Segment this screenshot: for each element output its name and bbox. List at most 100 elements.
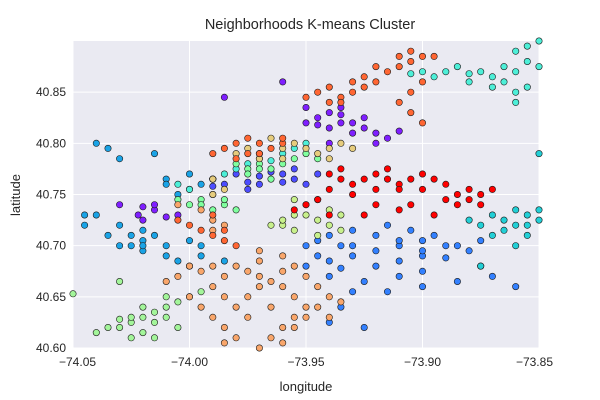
data-point	[430, 231, 438, 239]
y-tick-label: 40.60	[36, 341, 66, 355]
data-point	[523, 221, 531, 229]
data-point	[302, 303, 310, 311]
data-points	[69, 37, 543, 352]
data-point	[267, 175, 275, 183]
data-point	[302, 272, 310, 280]
data-point	[523, 83, 531, 91]
data-point	[325, 257, 333, 265]
data-point	[418, 237, 426, 245]
data-point	[512, 242, 520, 250]
data-point	[523, 57, 531, 65]
data-point	[325, 221, 333, 229]
data-point	[197, 252, 205, 260]
data-point	[255, 139, 263, 147]
data-point	[477, 221, 485, 229]
data-point	[395, 127, 403, 135]
data-point	[325, 185, 333, 193]
data-point	[488, 83, 496, 91]
data-point	[349, 180, 357, 188]
data-point	[488, 73, 496, 81]
data-point	[92, 139, 100, 147]
data-point	[162, 303, 170, 311]
data-point	[255, 165, 263, 173]
data-point	[127, 334, 135, 342]
data-point	[372, 262, 380, 270]
data-point	[290, 165, 298, 173]
data-point	[360, 124, 368, 132]
data-point	[134, 211, 142, 219]
data-point	[302, 104, 310, 112]
data-point	[372, 129, 380, 137]
data-point	[535, 37, 543, 45]
data-point	[465, 216, 473, 224]
data-point	[383, 175, 391, 183]
data-point	[442, 242, 450, 250]
data-point	[395, 272, 403, 280]
data-point	[151, 150, 159, 158]
data-point	[255, 247, 263, 255]
data-point	[197, 226, 205, 234]
data-point	[337, 264, 345, 272]
data-point	[453, 277, 461, 285]
y-tick-label: 40.70	[36, 239, 66, 253]
data-point	[395, 63, 403, 71]
data-point	[407, 175, 415, 183]
data-point	[372, 185, 380, 193]
data-point	[186, 237, 194, 245]
data-point	[349, 191, 357, 199]
data-point	[267, 334, 275, 342]
data-point	[407, 70, 415, 78]
y-tick-label: 40.80	[36, 136, 66, 150]
data-point	[104, 323, 112, 331]
data-point	[232, 303, 240, 311]
data-point	[255, 257, 263, 265]
data-point	[302, 242, 310, 250]
data-point	[302, 262, 310, 270]
data-point	[220, 237, 228, 245]
data-point	[279, 283, 287, 291]
data-point	[325, 211, 333, 219]
data-point	[220, 185, 228, 193]
data-point	[512, 98, 520, 106]
data-point	[395, 206, 403, 214]
data-point	[127, 313, 135, 321]
data-point	[418, 52, 426, 60]
data-point	[314, 283, 322, 291]
x-tick-label: −74.05	[59, 355, 96, 369]
data-point	[325, 293, 333, 301]
data-point	[383, 165, 391, 173]
y-tick-labels: 40.60 40.65 40.70 40.75 40.80 40.85	[36, 85, 66, 355]
data-point	[535, 216, 543, 224]
data-point	[523, 42, 531, 50]
data-point	[465, 247, 473, 255]
data-point	[116, 201, 124, 209]
data-point	[209, 283, 217, 291]
data-point	[220, 257, 228, 265]
data-point	[512, 221, 520, 229]
data-point	[337, 119, 345, 127]
data-point	[220, 170, 228, 178]
data-point	[162, 180, 170, 188]
data-point	[267, 277, 275, 285]
chart-title: Neighborhoods K-means Cluster	[205, 17, 416, 33]
x-tick-label: −73.90	[404, 355, 441, 369]
x-tick-label: −74.00	[171, 355, 208, 369]
data-point	[372, 231, 380, 239]
data-point	[302, 180, 310, 188]
data-point	[325, 231, 333, 239]
data-point	[512, 47, 520, 55]
data-point	[442, 254, 450, 262]
x-axis-label: longitude	[280, 379, 333, 394]
data-point	[220, 272, 228, 280]
data-point	[395, 52, 403, 60]
data-point	[290, 313, 298, 321]
data-point	[186, 293, 194, 301]
data-point	[116, 155, 124, 163]
data-point	[220, 196, 228, 204]
data-point	[209, 150, 217, 158]
data-point	[407, 57, 415, 65]
data-point	[174, 298, 182, 306]
data-point	[209, 231, 217, 239]
data-point	[418, 267, 426, 275]
data-point	[325, 313, 333, 321]
